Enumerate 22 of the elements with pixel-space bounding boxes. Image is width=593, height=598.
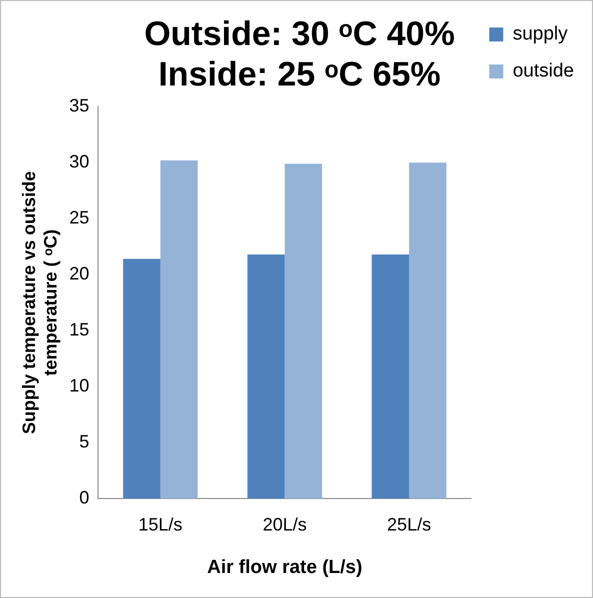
bar [372,254,410,499]
y-tick-label: 10 [69,376,90,396]
bar [160,160,198,499]
y-tick-label: 30 [69,152,90,172]
x-axis-title: Air flow rate (L/s) [207,556,362,578]
bar [409,162,446,499]
legend-label: supply [512,24,568,45]
y-tick-label: 5 [79,432,90,452]
bar [247,254,285,499]
y-tick-label: 20 [69,264,90,284]
y-tick-label: 35 [69,96,90,116]
legend-label: outside [512,60,574,82]
y-axis-title: Supply temperature vs outside temperature ( ᵒC) [18,171,60,434]
y-tick-label: 15 [69,320,90,340]
bar [123,258,160,499]
x-tick-label: 20L/s [262,514,307,534]
chart-title: Outside: 30 ᵒC 40% Inside: 25 ᵒC 65% [144,14,455,94]
y-tick-label: 0 [79,488,90,508]
y-tick-label: 25 [69,208,90,228]
x-tick-label: 15L/s [138,514,182,534]
bar [284,164,322,499]
x-tick-label: 25L/s [387,514,432,534]
